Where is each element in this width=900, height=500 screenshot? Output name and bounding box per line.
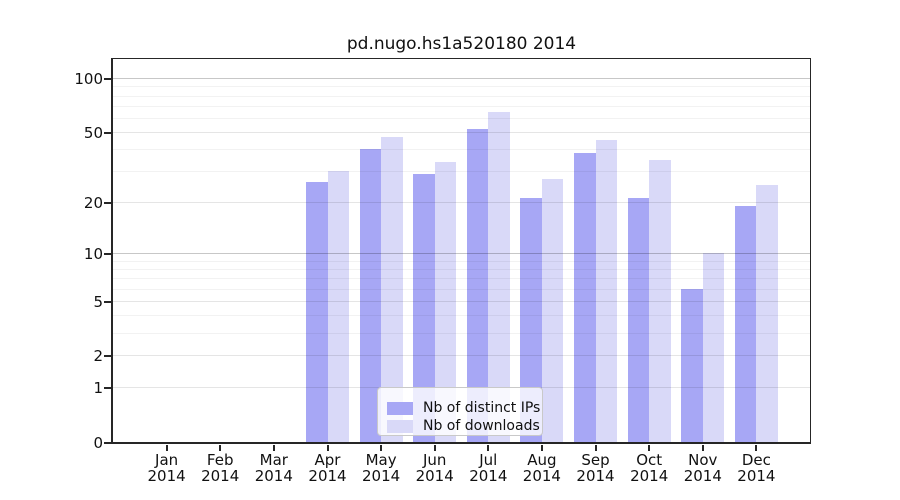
- legend-swatch-distinct-ips: [387, 401, 413, 415]
- x-tick-label-nov: Nov 2014: [683, 451, 722, 485]
- legend-label-distinct-ips: Nb of distinct IPs: [423, 400, 541, 416]
- x-tick-mark: [755, 445, 758, 451]
- bar-downloads-jul: [488, 111, 510, 442]
- y-tick-label-10: 10: [83, 245, 103, 263]
- x-tick-label-jul: Jul 2014: [469, 451, 508, 485]
- y-tick-label-5: 5: [93, 292, 103, 311]
- x-tick-label-aug: Aug 2014: [522, 451, 561, 485]
- x-tick-mark: [165, 445, 168, 451]
- x-tick-label-oct: Oct 2014: [630, 451, 669, 485]
- x-tick-mark: [594, 445, 597, 451]
- x-tick-label-feb: Feb 2014: [201, 451, 240, 485]
- y-tick-label-50: 50: [83, 124, 103, 143]
- x-tick-mark: [433, 445, 436, 451]
- y-tick-label-0: 0: [93, 434, 103, 452]
- bar-distinct-ips-aug: [520, 198, 542, 442]
- bar-distinct-ips-oct: [627, 198, 650, 442]
- legend-label-downloads: Nb of downloads: [423, 418, 540, 434]
- bar-distinct-ips-jul: [466, 129, 489, 442]
- x-tick-label-jun: Jun 2014: [415, 451, 454, 485]
- x-tick-mark: [326, 445, 329, 451]
- x-tick-mark: [648, 445, 651, 451]
- bars-layer: [113, 59, 810, 442]
- y-tick-label-20: 20: [83, 194, 103, 212]
- bar-downloads-oct: [649, 159, 671, 442]
- x-tick-label-jan: Jan 2014: [147, 451, 186, 485]
- bar-downloads-dec: [756, 185, 778, 442]
- y-tick-label-100: 100: [74, 70, 103, 89]
- bar-downloads-sep: [595, 140, 617, 442]
- bar-distinct-ips-jun: [413, 173, 435, 442]
- x-tick-mark: [487, 445, 490, 451]
- y-tick-mark: [104, 300, 111, 303]
- y-tick-mark: [104, 202, 111, 204]
- y-tick-label-1: 1: [93, 379, 103, 398]
- x-tick-label-sep: Sep 2014: [576, 451, 615, 485]
- chart-title: pd.nugo.hs1a520180 2014: [346, 34, 577, 54]
- y-tick-mark: [104, 132, 111, 135]
- bar-downloads-nov: [702, 253, 725, 442]
- x-tick-mark: [380, 445, 383, 451]
- legend: Nb of distinct IPs Nb of downloads: [377, 387, 543, 436]
- bar-distinct-ips-may: [359, 149, 382, 442]
- x-tick-mark: [272, 445, 275, 451]
- y-tick-mark: [104, 387, 111, 390]
- legend-swatch-downloads: [387, 419, 413, 433]
- bar-downloads-may: [381, 136, 403, 442]
- x-tick-mark: [219, 445, 222, 451]
- y-tick-label-2: 2: [93, 347, 103, 366]
- bar-distinct-ips-dec: [734, 205, 757, 442]
- bar-downloads-aug: [541, 179, 564, 442]
- bar-distinct-ips-sep: [574, 153, 596, 442]
- x-tick-label-mar: Mar 2014: [254, 451, 293, 485]
- x-tick-label-apr: Apr 2014: [308, 451, 347, 485]
- bar-distinct-ips-apr: [306, 182, 328, 442]
- y-tick-mark: [104, 78, 111, 81]
- bar-downloads-jun: [434, 161, 457, 442]
- x-tick-label-may: May 2014: [362, 451, 401, 485]
- legend-row-downloads: Nb of downloads: [387, 418, 542, 434]
- y-tick-mark: [104, 442, 111, 444]
- x-tick-label-dec: Dec 2014: [737, 451, 776, 485]
- y-tick-mark: [104, 355, 111, 358]
- bar-distinct-ips-nov: [681, 288, 703, 442]
- bar-downloads-apr: [327, 171, 349, 442]
- x-tick-mark: [540, 445, 543, 451]
- plot-area: Nb of distinct IPs Nb of downloads: [111, 58, 811, 444]
- y-tick-mark: [104, 253, 111, 255]
- x-tick-mark: [701, 445, 704, 451]
- legend-row-distinct-ips: Nb of distinct IPs: [387, 400, 542, 416]
